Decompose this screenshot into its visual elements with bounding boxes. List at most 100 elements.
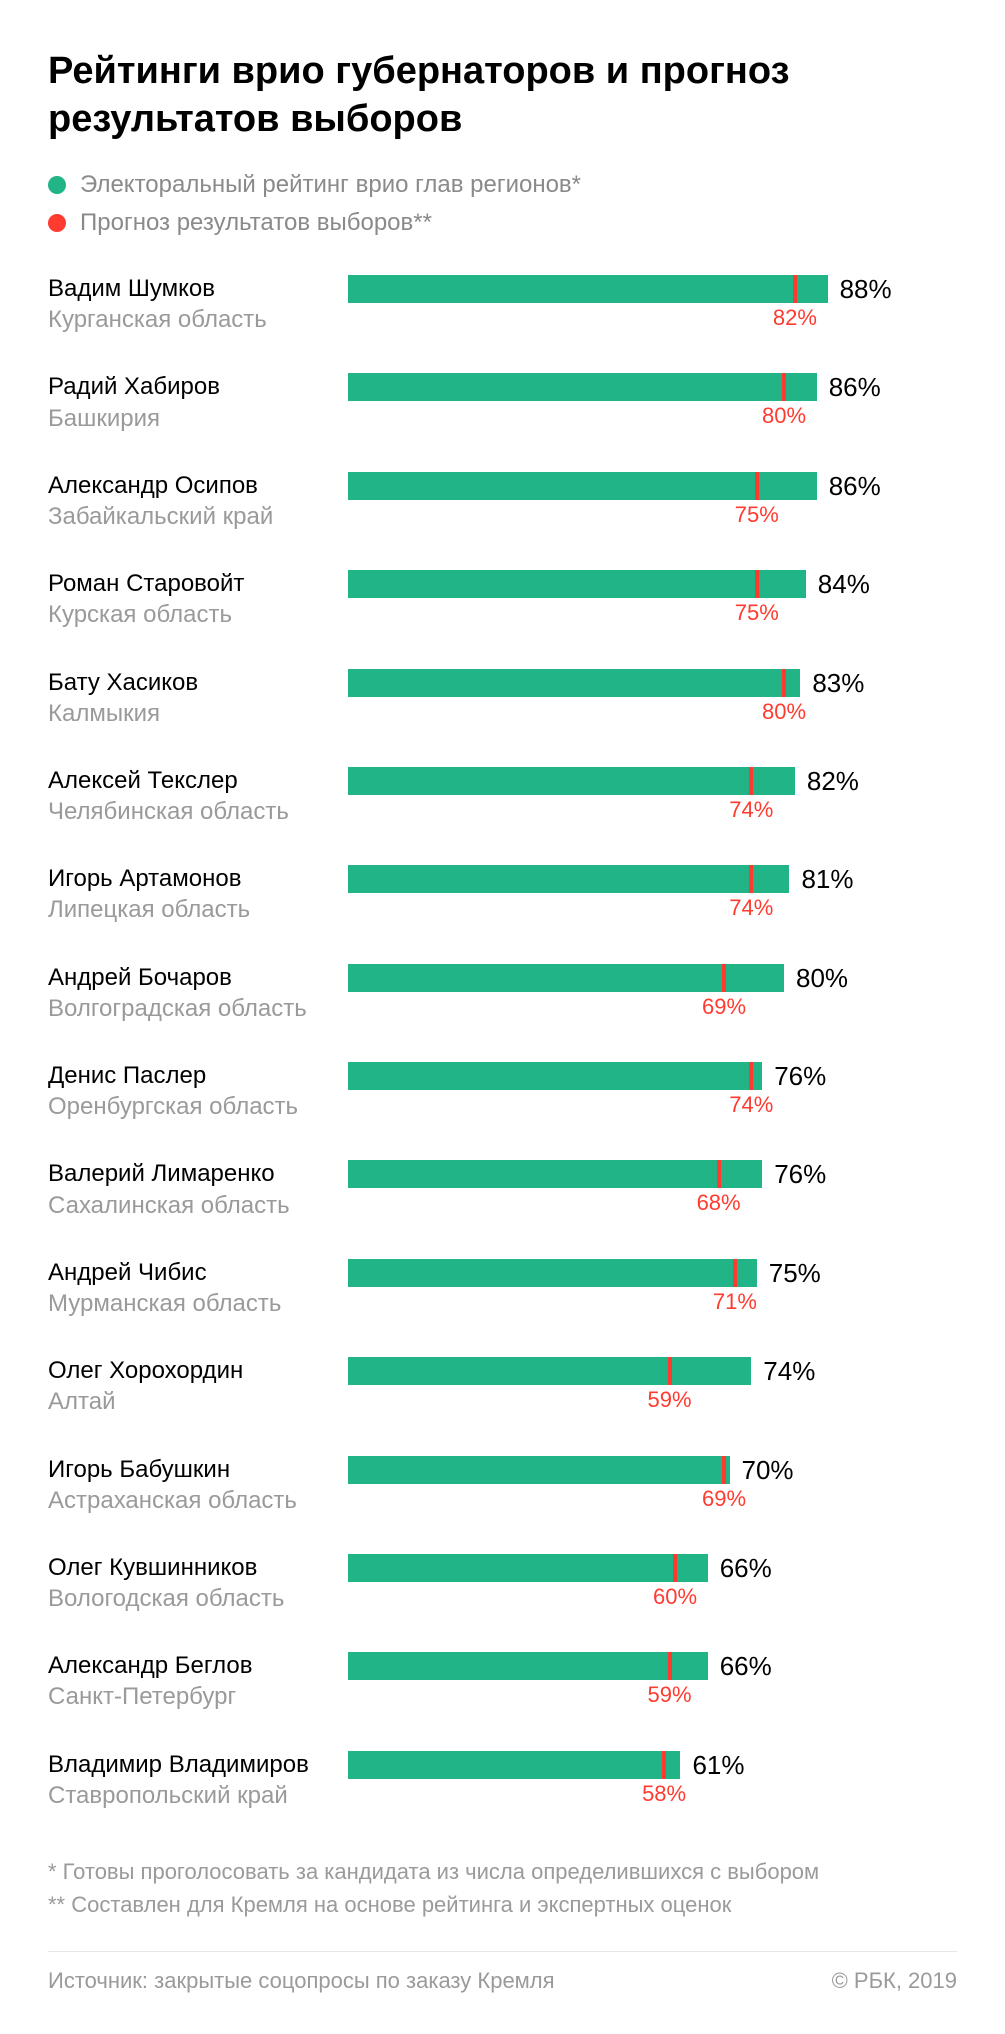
chart-row: Александр ОсиповЗабайкальский край86%75% bbox=[48, 470, 957, 532]
region-name: Забайкальский край bbox=[48, 501, 338, 532]
bar-track: 81%74% bbox=[348, 865, 957, 893]
legend-label-rating: Электоральный рейтинг врио глав регионов… bbox=[80, 171, 581, 199]
person-name: Алексей Текслер bbox=[48, 765, 338, 796]
forecast-value: 71% bbox=[713, 1289, 757, 1315]
region-name: Астраханская область bbox=[48, 1485, 338, 1516]
forecast-tick bbox=[755, 472, 759, 500]
region-name: Волгоградская область bbox=[48, 993, 338, 1024]
region-name: Сахалинская область bbox=[48, 1190, 338, 1221]
forecast-value: 80% bbox=[762, 699, 806, 725]
rating-bar bbox=[348, 472, 817, 500]
forecast-value: 75% bbox=[735, 502, 779, 528]
person-name: Игорь Бабушкин bbox=[48, 1454, 338, 1485]
forecast-value: 75% bbox=[735, 600, 779, 626]
row-label: Бату ХасиковКалмыкия bbox=[48, 667, 348, 729]
rating-bar bbox=[348, 1062, 762, 1090]
forecast-value: 68% bbox=[697, 1190, 741, 1216]
forecast-tick bbox=[717, 1160, 721, 1188]
bar-track: 86%75% bbox=[348, 472, 957, 500]
person-name: Андрей Чибис bbox=[48, 1257, 338, 1288]
bar-area: 75%71% bbox=[348, 1257, 957, 1287]
person-name: Валерий Лимаренко bbox=[48, 1158, 338, 1189]
bar-area: 82%74% bbox=[348, 765, 957, 795]
forecast-value: 60% bbox=[653, 1584, 697, 1610]
person-name: Денис Паслер bbox=[48, 1060, 338, 1091]
bar-area: 81%74% bbox=[348, 863, 957, 893]
rating-value: 75% bbox=[769, 1259, 821, 1287]
legend-dot-rating bbox=[48, 176, 66, 194]
bar-area: 86%75% bbox=[348, 470, 957, 500]
row-label: Олег ХорохординАлтай bbox=[48, 1355, 348, 1417]
bar-track: 83%80% bbox=[348, 669, 957, 697]
chart-row: Андрей ЧибисМурманская область75%71% bbox=[48, 1257, 957, 1319]
person-name: Вадим Шумков bbox=[48, 273, 338, 304]
bar-track: 66%59% bbox=[348, 1652, 957, 1680]
row-label: Владимир ВладимировСтавропольский край bbox=[48, 1749, 348, 1811]
forecast-tick bbox=[722, 964, 726, 992]
chart-row: Валерий ЛимаренкоСахалинская область76%6… bbox=[48, 1158, 957, 1220]
rating-bar bbox=[348, 1652, 708, 1680]
region-name: Калмыкия bbox=[48, 698, 338, 729]
rating-value: 66% bbox=[720, 1554, 772, 1582]
bar-area: 83%80% bbox=[348, 667, 957, 697]
person-name: Олег Хорохордин bbox=[48, 1355, 338, 1386]
person-name: Олег Кувшинников bbox=[48, 1552, 338, 1583]
row-label: Радий ХабировБашкирия bbox=[48, 371, 348, 433]
forecast-tick bbox=[668, 1652, 672, 1680]
rating-value: 86% bbox=[829, 472, 881, 500]
divider bbox=[48, 1951, 957, 1952]
region-name: Оренбургская область bbox=[48, 1091, 338, 1122]
forecast-value: 80% bbox=[762, 403, 806, 429]
person-name: Владимир Владимиров bbox=[48, 1749, 338, 1780]
rating-bar bbox=[348, 767, 795, 795]
region-name: Мурманская область bbox=[48, 1288, 338, 1319]
bar-area: 80%69% bbox=[348, 962, 957, 992]
bar-area: 76%68% bbox=[348, 1158, 957, 1188]
forecast-value: 74% bbox=[729, 895, 773, 921]
bar-area: 88%82% bbox=[348, 273, 957, 303]
chart-rows: Вадим ШумковКурганская область88%82%Ради… bbox=[48, 273, 957, 1811]
rating-value: 82% bbox=[807, 767, 859, 795]
chart-row: Олег КувшинниковВологодская область66%60… bbox=[48, 1552, 957, 1614]
forecast-tick bbox=[749, 1062, 753, 1090]
forecast-value: 58% bbox=[642, 1781, 686, 1807]
rating-value: 81% bbox=[801, 865, 853, 893]
rating-value: 88% bbox=[840, 275, 892, 303]
bar-area: 66%60% bbox=[348, 1552, 957, 1582]
footnote-1: * Готовы проголосовать за кандидата из ч… bbox=[48, 1855, 957, 1888]
forecast-tick bbox=[662, 1751, 666, 1779]
rating-value: 76% bbox=[774, 1160, 826, 1188]
rating-value: 70% bbox=[742, 1456, 794, 1484]
forecast-value: 59% bbox=[648, 1387, 692, 1413]
legend-dot-forecast bbox=[48, 214, 66, 232]
bar-track: 74%59% bbox=[348, 1357, 957, 1385]
person-name: Александр Осипов bbox=[48, 470, 338, 501]
bar-track: 75%71% bbox=[348, 1259, 957, 1287]
chart-row: Денис ПаслерОренбургская область76%74% bbox=[48, 1060, 957, 1122]
chart-row: Игорь БабушкинАстраханская область70%69% bbox=[48, 1454, 957, 1516]
rating-bar bbox=[348, 1456, 730, 1484]
bar-track: 80%69% bbox=[348, 964, 957, 992]
region-name: Ставропольский край bbox=[48, 1780, 338, 1811]
rating-value: 74% bbox=[763, 1357, 815, 1385]
forecast-tick bbox=[793, 275, 797, 303]
region-name: Челябинская область bbox=[48, 796, 338, 827]
bar-track: 86%80% bbox=[348, 373, 957, 401]
legend-item-forecast: Прогноз результатов выборов** bbox=[48, 209, 957, 237]
rating-value: 84% bbox=[818, 570, 870, 598]
bar-track: 82%74% bbox=[348, 767, 957, 795]
region-name: Курская область bbox=[48, 599, 338, 630]
bar-area: 74%59% bbox=[348, 1355, 957, 1385]
row-label: Вадим ШумковКурганская область bbox=[48, 273, 348, 335]
rating-bar bbox=[348, 964, 784, 992]
bar-area: 66%59% bbox=[348, 1650, 957, 1680]
forecast-value: 69% bbox=[702, 994, 746, 1020]
row-label: Игорь БабушкинАстраханская область bbox=[48, 1454, 348, 1516]
chart-row: Олег ХорохординАлтай74%59% bbox=[48, 1355, 957, 1417]
person-name: Андрей Бочаров bbox=[48, 962, 338, 993]
person-name: Бату Хасиков bbox=[48, 667, 338, 698]
rating-bar bbox=[348, 1259, 757, 1287]
forecast-tick bbox=[755, 570, 759, 598]
chart-row: Радий ХабировБашкирия86%80% bbox=[48, 371, 957, 433]
row-label: Александр ОсиповЗабайкальский край bbox=[48, 470, 348, 532]
